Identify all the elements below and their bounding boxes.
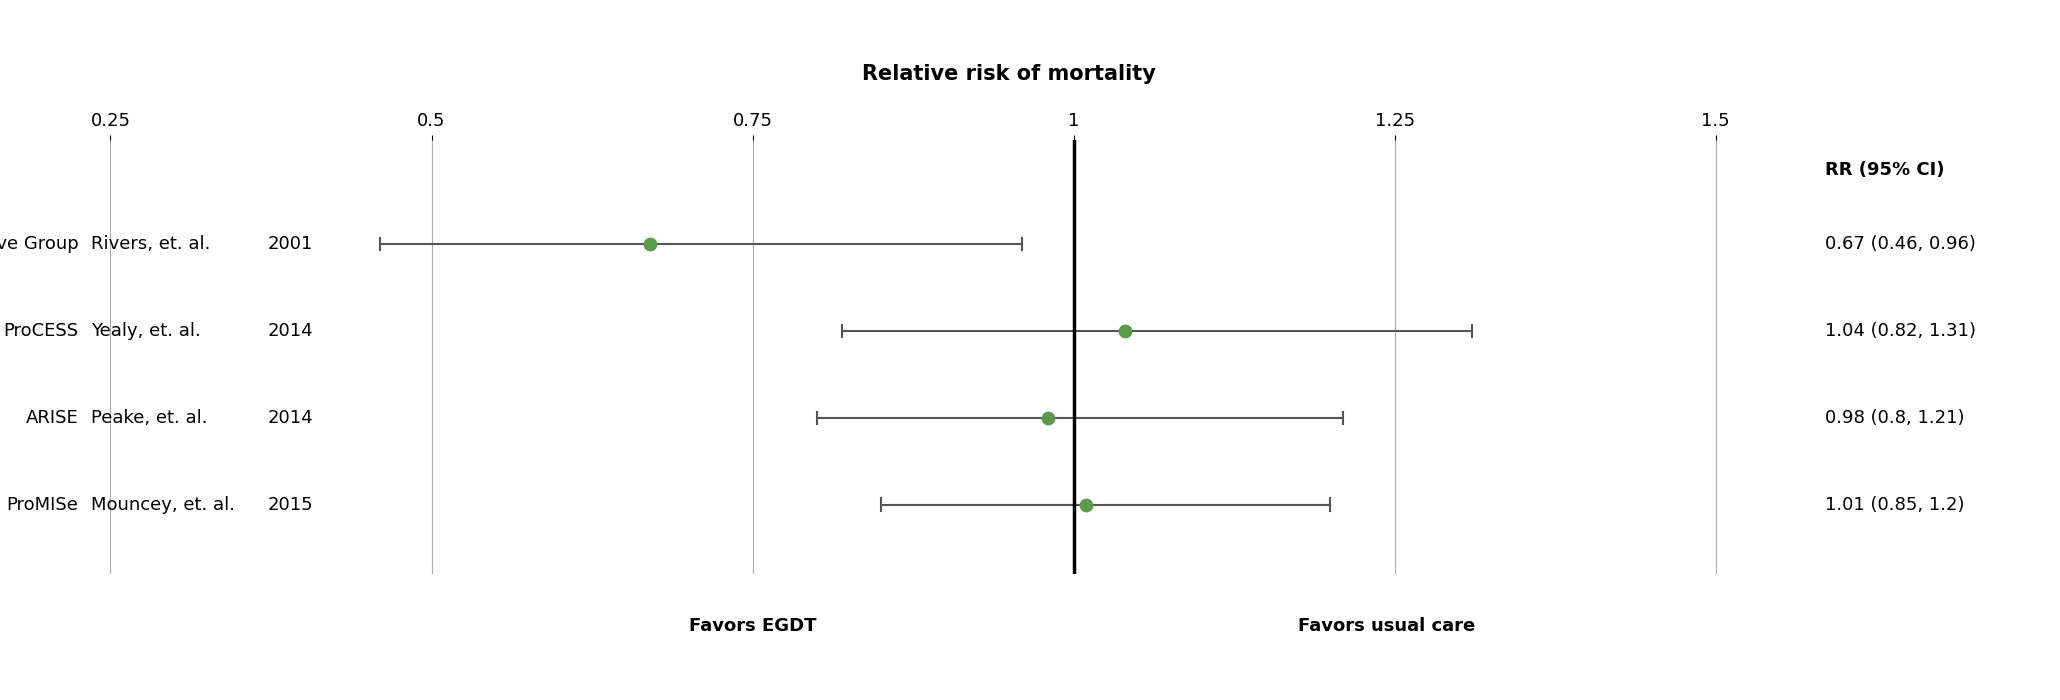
Point <box>632 239 665 250</box>
Text: Mouncey, et. al.: Mouncey, et. al. <box>91 496 235 514</box>
Text: 1.04 (0.82, 1.31): 1.04 (0.82, 1.31) <box>1825 322 1976 340</box>
Text: 2014: 2014 <box>268 322 313 340</box>
Point <box>1069 499 1102 510</box>
Text: 2001: 2001 <box>268 235 313 253</box>
Text: 2014: 2014 <box>268 409 313 427</box>
Text: Peake, et. al.: Peake, et. al. <box>91 409 208 427</box>
Text: 0.98 (0.8, 1.21): 0.98 (0.8, 1.21) <box>1825 409 1965 427</box>
Text: RR (95% CI): RR (95% CI) <box>1825 162 1945 179</box>
Text: 2015: 2015 <box>268 496 313 514</box>
Text: Relative risk of mortality: Relative risk of mortality <box>863 64 1156 83</box>
Text: Favors EGDT: Favors EGDT <box>688 617 816 636</box>
Text: Yealy, et. al.: Yealy, et. al. <box>91 322 202 340</box>
Point <box>1108 326 1141 337</box>
Text: ProCESS: ProCESS <box>4 322 78 340</box>
Text: The EGDT Collaborative Group: The EGDT Collaborative Group <box>0 235 78 253</box>
Text: 0.67 (0.46, 0.96): 0.67 (0.46, 0.96) <box>1825 235 1976 253</box>
Text: 1.01 (0.85, 1.2): 1.01 (0.85, 1.2) <box>1825 496 1965 514</box>
Point <box>1032 412 1065 423</box>
Text: ARISE: ARISE <box>25 409 78 427</box>
Text: ProMISe: ProMISe <box>6 496 78 514</box>
Text: Favors usual care: Favors usual care <box>1298 617 1475 636</box>
Text: Rivers, et. al.: Rivers, et. al. <box>91 235 210 253</box>
